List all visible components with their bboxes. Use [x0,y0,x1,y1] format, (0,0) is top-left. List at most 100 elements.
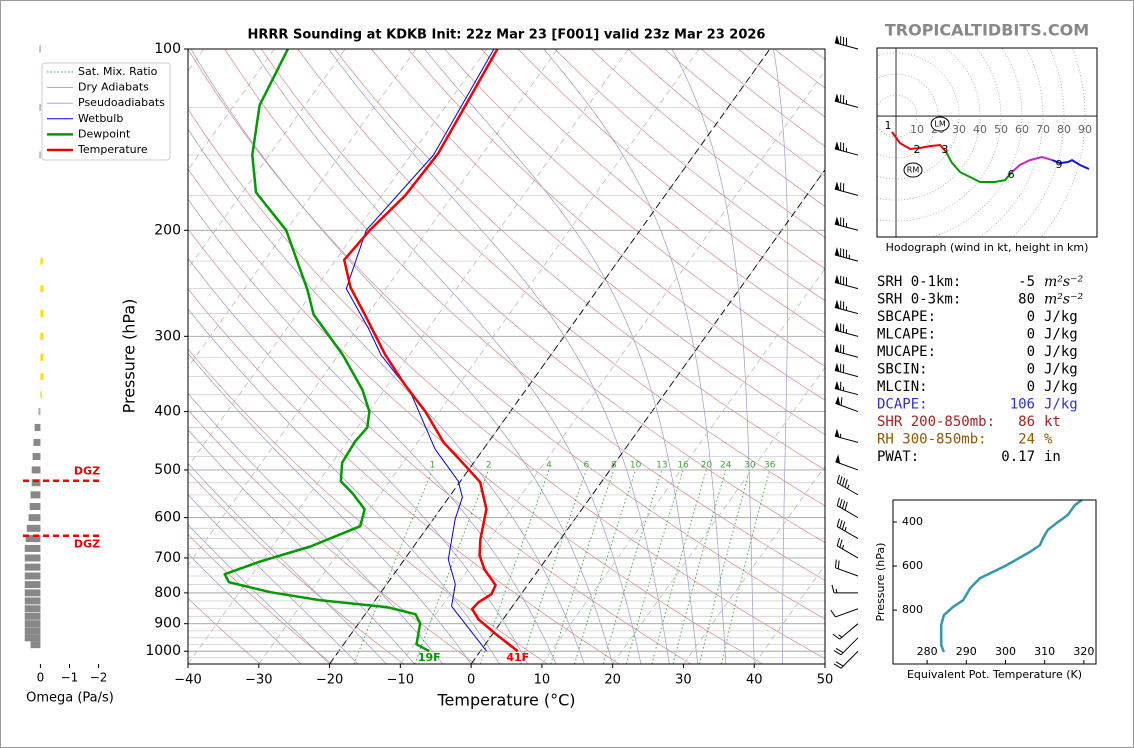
stat-label: MLCAPE: [877,327,936,343]
omega-bar [40,373,44,381]
x-tick-label: 310 [1034,645,1055,658]
x-tick-label: −20 [316,673,343,688]
x-tick-label: 40 [746,673,763,688]
barb-part [834,181,840,191]
pseudoadiabat [188,553,302,664]
barb-staff [835,567,859,577]
barb-part [836,518,840,527]
hodo-trace [891,131,947,153]
motion-label: LM [934,120,945,129]
barb-part [833,650,842,656]
omega-bar [24,581,41,589]
wind-barb [834,93,859,108]
pseudoadiabat [188,494,359,664]
stat-value: 106 [1010,397,1035,413]
isotherm [188,49,558,566]
barb-part [841,477,846,487]
hodo-trace [1051,158,1090,170]
dry-adiabat [188,597,261,664]
x-axis-label: Omega (Pa/s) [26,691,114,706]
barb-part [839,499,843,508]
height-label: 9 [1055,158,1062,171]
barb-part [831,584,835,593]
x-tick-label: 20 [604,673,621,688]
omega-bar [24,620,41,628]
wind-barb [830,608,859,618]
theta-e-line [939,498,1083,653]
y-axis-label: Pressure (hPa) [120,299,139,414]
barb-part [834,35,840,45]
barb-staff [834,188,859,196]
dry-adiabat [224,49,825,581]
barb-part [844,479,848,488]
skewt-overlay: 1 2 4 6 8 10 13 16 20 24 30 36−40 −30 −20 −10 0 10 20 30 40… [41,28,859,710]
hodo-ring [877,73,939,159]
y-axis-label: Pressure (hPa) [874,543,887,622]
barb-part [834,141,840,151]
pseudoadiabat [188,524,330,664]
height-label: 1 [885,119,892,132]
stat-label: SBCIN: [877,362,928,378]
pseudoadiabat [773,49,789,664]
stat-unit: % [1044,432,1053,448]
profile-line [345,49,495,652]
motion-label: RM [907,166,920,175]
stat-label: PWAT: [877,449,919,465]
omega-bar [40,257,43,265]
legend-box [41,62,171,161]
stat-value: 0 [1027,362,1035,378]
dry-adiabat [517,49,825,302]
y-tick-label: 300 [154,328,181,344]
dry-adiabat [188,288,620,664]
barb-part [835,648,844,654]
legend-label: Sat. Mix. Ratio [78,65,158,78]
ring-label: 80 [1057,123,1071,136]
pseudoadiabat [188,257,529,664]
barb-part [835,454,841,464]
mixing-ratio-label: 4 [546,460,552,470]
omega-bar [24,612,41,620]
y-tick-label: 400 [154,404,181,420]
barb-part [834,559,837,568]
mixing-ratio-label: 30 [744,460,756,470]
x-tick-label: −2 [90,671,108,685]
ring-label: 90 [1078,123,1092,136]
wind-barb [836,518,859,540]
omega-bar [33,438,41,446]
x-tick-label: 280 [917,645,938,658]
stat-label: RH 300-850mb: [877,432,987,448]
barb-part [834,274,840,284]
stat-label: DCAPE: [877,397,928,413]
omega-bar [24,597,41,605]
mixing-ratio-line [574,469,637,664]
ring-label: 70 [1036,123,1050,136]
x-tick-label: 0 [37,671,45,685]
wind-barb [836,537,859,559]
dry-adiabat [188,471,405,664]
wind-barb [836,474,859,496]
omega-bar [30,491,41,499]
pseudoadiabat [188,392,444,664]
stat-label: MLCIN: [877,379,928,395]
barb-staff [836,526,859,540]
stat-value: 0 [1027,327,1035,343]
y-tick-label: 800 [902,603,923,616]
barb-part [839,476,843,485]
omega-bar [24,634,41,642]
omega-bar [24,554,41,562]
barb-staff [836,505,859,519]
omega-bar [29,503,41,511]
mixing-ratio-label: 1 [430,460,436,470]
pseudoadiabat [188,198,557,664]
stat-unit: J/kg [1044,309,1078,325]
stat-label: MUCAPE: [877,344,936,360]
ring-label: 30 [952,123,966,136]
barb-staff [840,650,859,669]
y-tick-label: 900 [154,616,181,632]
wind-barb [834,380,859,396]
dry-adiabat [480,49,825,334]
profile-line [342,49,519,653]
pseudoadiabat [188,128,585,664]
wind-barb [831,584,858,594]
